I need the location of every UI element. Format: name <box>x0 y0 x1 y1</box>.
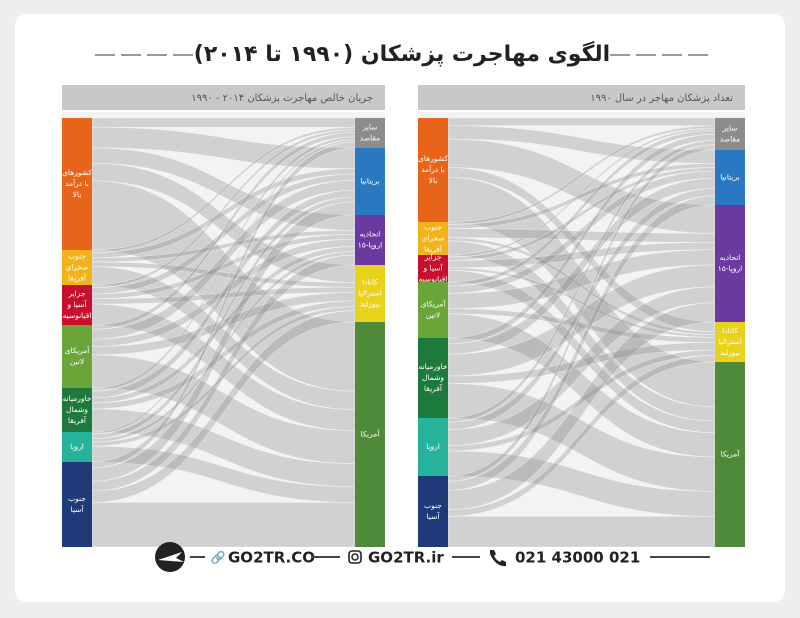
source-label: وشمال <box>66 405 88 414</box>
panel-title: تعداد پزشکان مهاجر در سال ۱۹۹۰ <box>590 93 733 104</box>
flow <box>447 117 716 127</box>
source-label: جزایر <box>67 289 85 298</box>
website[interactable]: GO2TR.CO <box>228 549 315 567</box>
instagram-icon <box>351 553 359 561</box>
target-label: استرالیا <box>718 337 742 346</box>
target-label: مقاصد <box>360 134 380 143</box>
source-node <box>62 325 92 388</box>
source-label: بالا <box>73 190 82 199</box>
source-node <box>418 418 448 476</box>
target-node <box>355 215 385 265</box>
instagram-icon <box>348 550 362 564</box>
source-label: خاورمیانه <box>419 362 448 371</box>
source-node <box>418 282 448 338</box>
target-label: آمریکا <box>721 449 741 459</box>
target-label: مقاصد <box>720 135 740 144</box>
footer: 🔗 GO2TR.CO GO2TR.ir 021 43000 021 <box>155 542 710 572</box>
source-label: آفریقا <box>424 244 443 254</box>
target-label: کانادا <box>362 278 378 287</box>
target-node <box>355 265 385 322</box>
source-label: بالا <box>429 176 438 185</box>
source-label: اقیانوسیه <box>63 311 92 320</box>
source-label: اروپا <box>70 442 84 451</box>
flow <box>91 117 356 128</box>
source-label: آفریقا <box>68 273 87 283</box>
phone-icon <box>490 550 506 567</box>
source-label: آسیا و <box>67 299 88 309</box>
source-label: جنوب <box>68 252 86 261</box>
source-node <box>418 118 448 222</box>
target-label: بریتانیا <box>720 173 740 182</box>
target-label: اتحادیه <box>360 230 381 239</box>
source-node <box>62 388 92 432</box>
panel-header <box>62 85 385 110</box>
target-label: کانادا <box>722 326 738 335</box>
source-label: جنوب <box>68 494 86 503</box>
target-label: نیوزلند <box>360 300 380 309</box>
source-label: با درآمد <box>421 164 445 174</box>
target-node <box>715 362 745 547</box>
target-node <box>355 118 385 148</box>
source-node <box>418 338 448 418</box>
source-label: صحرای <box>421 234 444 243</box>
target-node <box>355 322 385 547</box>
source-label: اروپا <box>426 442 440 451</box>
source-label: صحرای <box>65 263 88 272</box>
source-label: با درآمد <box>65 178 89 188</box>
target-label: اروپا-۱۵ <box>718 264 742 273</box>
source-label: جزایر <box>423 253 441 262</box>
source-label: خاورمیانه <box>63 394 92 403</box>
target-node <box>355 148 385 215</box>
target-label: بریتانیا <box>360 177 380 186</box>
source-label: لاتین <box>70 357 84 366</box>
source-node <box>62 432 92 462</box>
source-node <box>62 250 92 285</box>
flow <box>447 516 716 548</box>
target-label: اتحادیه <box>720 253 741 262</box>
target-label: استرالیا <box>358 289 382 298</box>
flow <box>91 502 356 548</box>
target-label: سایر <box>362 123 378 132</box>
source-label: لاتین <box>426 311 440 320</box>
source-node <box>418 476 448 547</box>
source-node <box>418 255 448 282</box>
source-node <box>418 222 448 255</box>
target-label: آمریکا <box>361 429 381 439</box>
target-label: اروپا-۱۵ <box>358 241 382 250</box>
target-node <box>715 118 745 150</box>
target-node <box>715 322 745 362</box>
phone[interactable]: 021 43000 021 <box>515 549 640 567</box>
source-node <box>62 285 92 325</box>
target-node <box>715 205 745 322</box>
source-label: کشورهای <box>418 154 448 163</box>
link-icon: 🔗 <box>211 550 226 565</box>
source-label: جنوب <box>424 223 442 232</box>
panel-title: جریان خالص مهاجرت پزشکان ۲۰۱۴ - ۱۹۹۰ <box>191 93 373 104</box>
source-label: آسیا و <box>423 263 444 273</box>
panel-background <box>62 112 385 547</box>
source-label: آفریقا <box>424 383 443 393</box>
panel-header <box>418 85 745 110</box>
logo-plane <box>158 552 184 562</box>
source-label: اقیانوسیه <box>419 275 448 284</box>
source-label: وشمال <box>422 373 444 382</box>
source-label: آمریکای <box>421 299 447 309</box>
source-label: آسیا <box>71 504 85 514</box>
source-node <box>62 118 92 250</box>
source-label: آسیا <box>427 511 441 521</box>
source-label: جنوب <box>424 501 442 510</box>
source-label: آفریقا <box>68 415 87 425</box>
source-label: آمریکای <box>65 345 91 355</box>
target-label: نیوزلند <box>720 348 740 357</box>
target-label: سایر <box>722 124 738 133</box>
title: الگوی مهاجرت پزشکان (۱۹۹۰ تا ۲۰۱۴) <box>194 40 610 67</box>
source-label: کشورهای <box>62 168 92 177</box>
target-node <box>715 150 745 205</box>
source-node <box>62 462 92 547</box>
instagram[interactable]: GO2TR.ir <box>368 549 444 567</box>
